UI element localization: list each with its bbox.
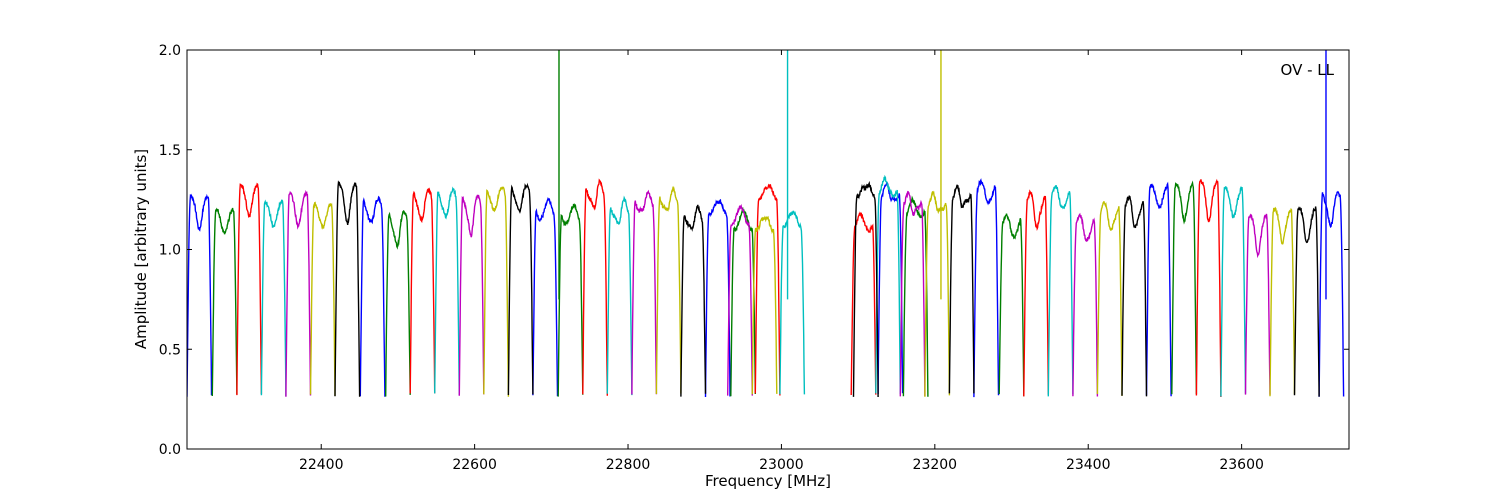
- x-tick-label: 22800: [606, 457, 651, 473]
- series-line: [1096, 201, 1123, 396]
- x-tick-label: 23400: [1066, 457, 1111, 473]
- series-line: [236, 182, 263, 396]
- series-line: [1244, 213, 1271, 395]
- series-line: [260, 199, 287, 397]
- series-line: [1220, 185, 1247, 397]
- series-line: [434, 186, 460, 396]
- series-line: [973, 178, 1000, 398]
- series-line: [285, 189, 312, 397]
- series-line: [727, 203, 753, 396]
- x-tick-label: 22400: [299, 457, 344, 473]
- series-line: [211, 207, 238, 397]
- series-line: [532, 196, 559, 397]
- series-line: [483, 186, 510, 397]
- series-line: [1023, 189, 1049, 397]
- series-line: [948, 184, 975, 394]
- series-line: [507, 182, 534, 396]
- y-tick-label: 1.0: [159, 243, 181, 259]
- series-line: [409, 187, 436, 394]
- x-axis: 22400 22600 22800 23000 23200 23400 23600: [299, 50, 1264, 473]
- series-line: [458, 194, 485, 396]
- series-line: [877, 181, 904, 395]
- series-line: [754, 183, 781, 396]
- series-line: [902, 195, 929, 397]
- series-line: [655, 185, 682, 395]
- series-line: [1072, 212, 1099, 397]
- x-tick-label: 23000: [759, 457, 804, 473]
- series-line: [852, 180, 879, 398]
- series-line: [680, 204, 707, 397]
- x-axis-label: Frequency [MHz]: [705, 472, 831, 490]
- series-line: [1121, 195, 1148, 397]
- y-tick-label: 0.5: [159, 342, 181, 358]
- series-line: [334, 180, 361, 397]
- series-line: [385, 209, 411, 397]
- series-line: [1171, 180, 1198, 395]
- series-line: [1195, 178, 1222, 398]
- series-line: [1145, 181, 1172, 397]
- series-line: [606, 195, 633, 396]
- series-line: [924, 190, 951, 397]
- series-line: [1293, 206, 1320, 397]
- x-tick-label: 22600: [452, 457, 497, 473]
- series-line: [875, 174, 901, 395]
- series-line: [582, 178, 608, 396]
- x-tick-label: 23600: [1219, 457, 1264, 473]
- y-axis: 0.0 0.5 1.0 1.5 2.0: [159, 43, 1349, 458]
- series-line: [751, 215, 778, 395]
- series-line: [557, 202, 584, 397]
- series-line: [779, 210, 806, 395]
- x-tick-label: 23200: [913, 457, 958, 473]
- y-tick-label: 1.5: [159, 143, 181, 159]
- series-line: [1318, 190, 1345, 397]
- series-line: [1047, 184, 1074, 397]
- series-line: [359, 195, 386, 397]
- series-line: [1269, 206, 1296, 397]
- series-line: [309, 201, 336, 396]
- y-axis-label: Amplitude [arbitrary units]: [132, 149, 150, 349]
- y-tick-label: 2.0: [159, 43, 181, 59]
- chart-annotation: OV - LL: [1281, 61, 1335, 79]
- series-line: [631, 189, 658, 395]
- series-line: [187, 193, 213, 397]
- series-line: [704, 198, 731, 398]
- series-line: [998, 213, 1025, 397]
- series-line: [899, 190, 926, 397]
- y-tick-label: 0.0: [159, 442, 181, 458]
